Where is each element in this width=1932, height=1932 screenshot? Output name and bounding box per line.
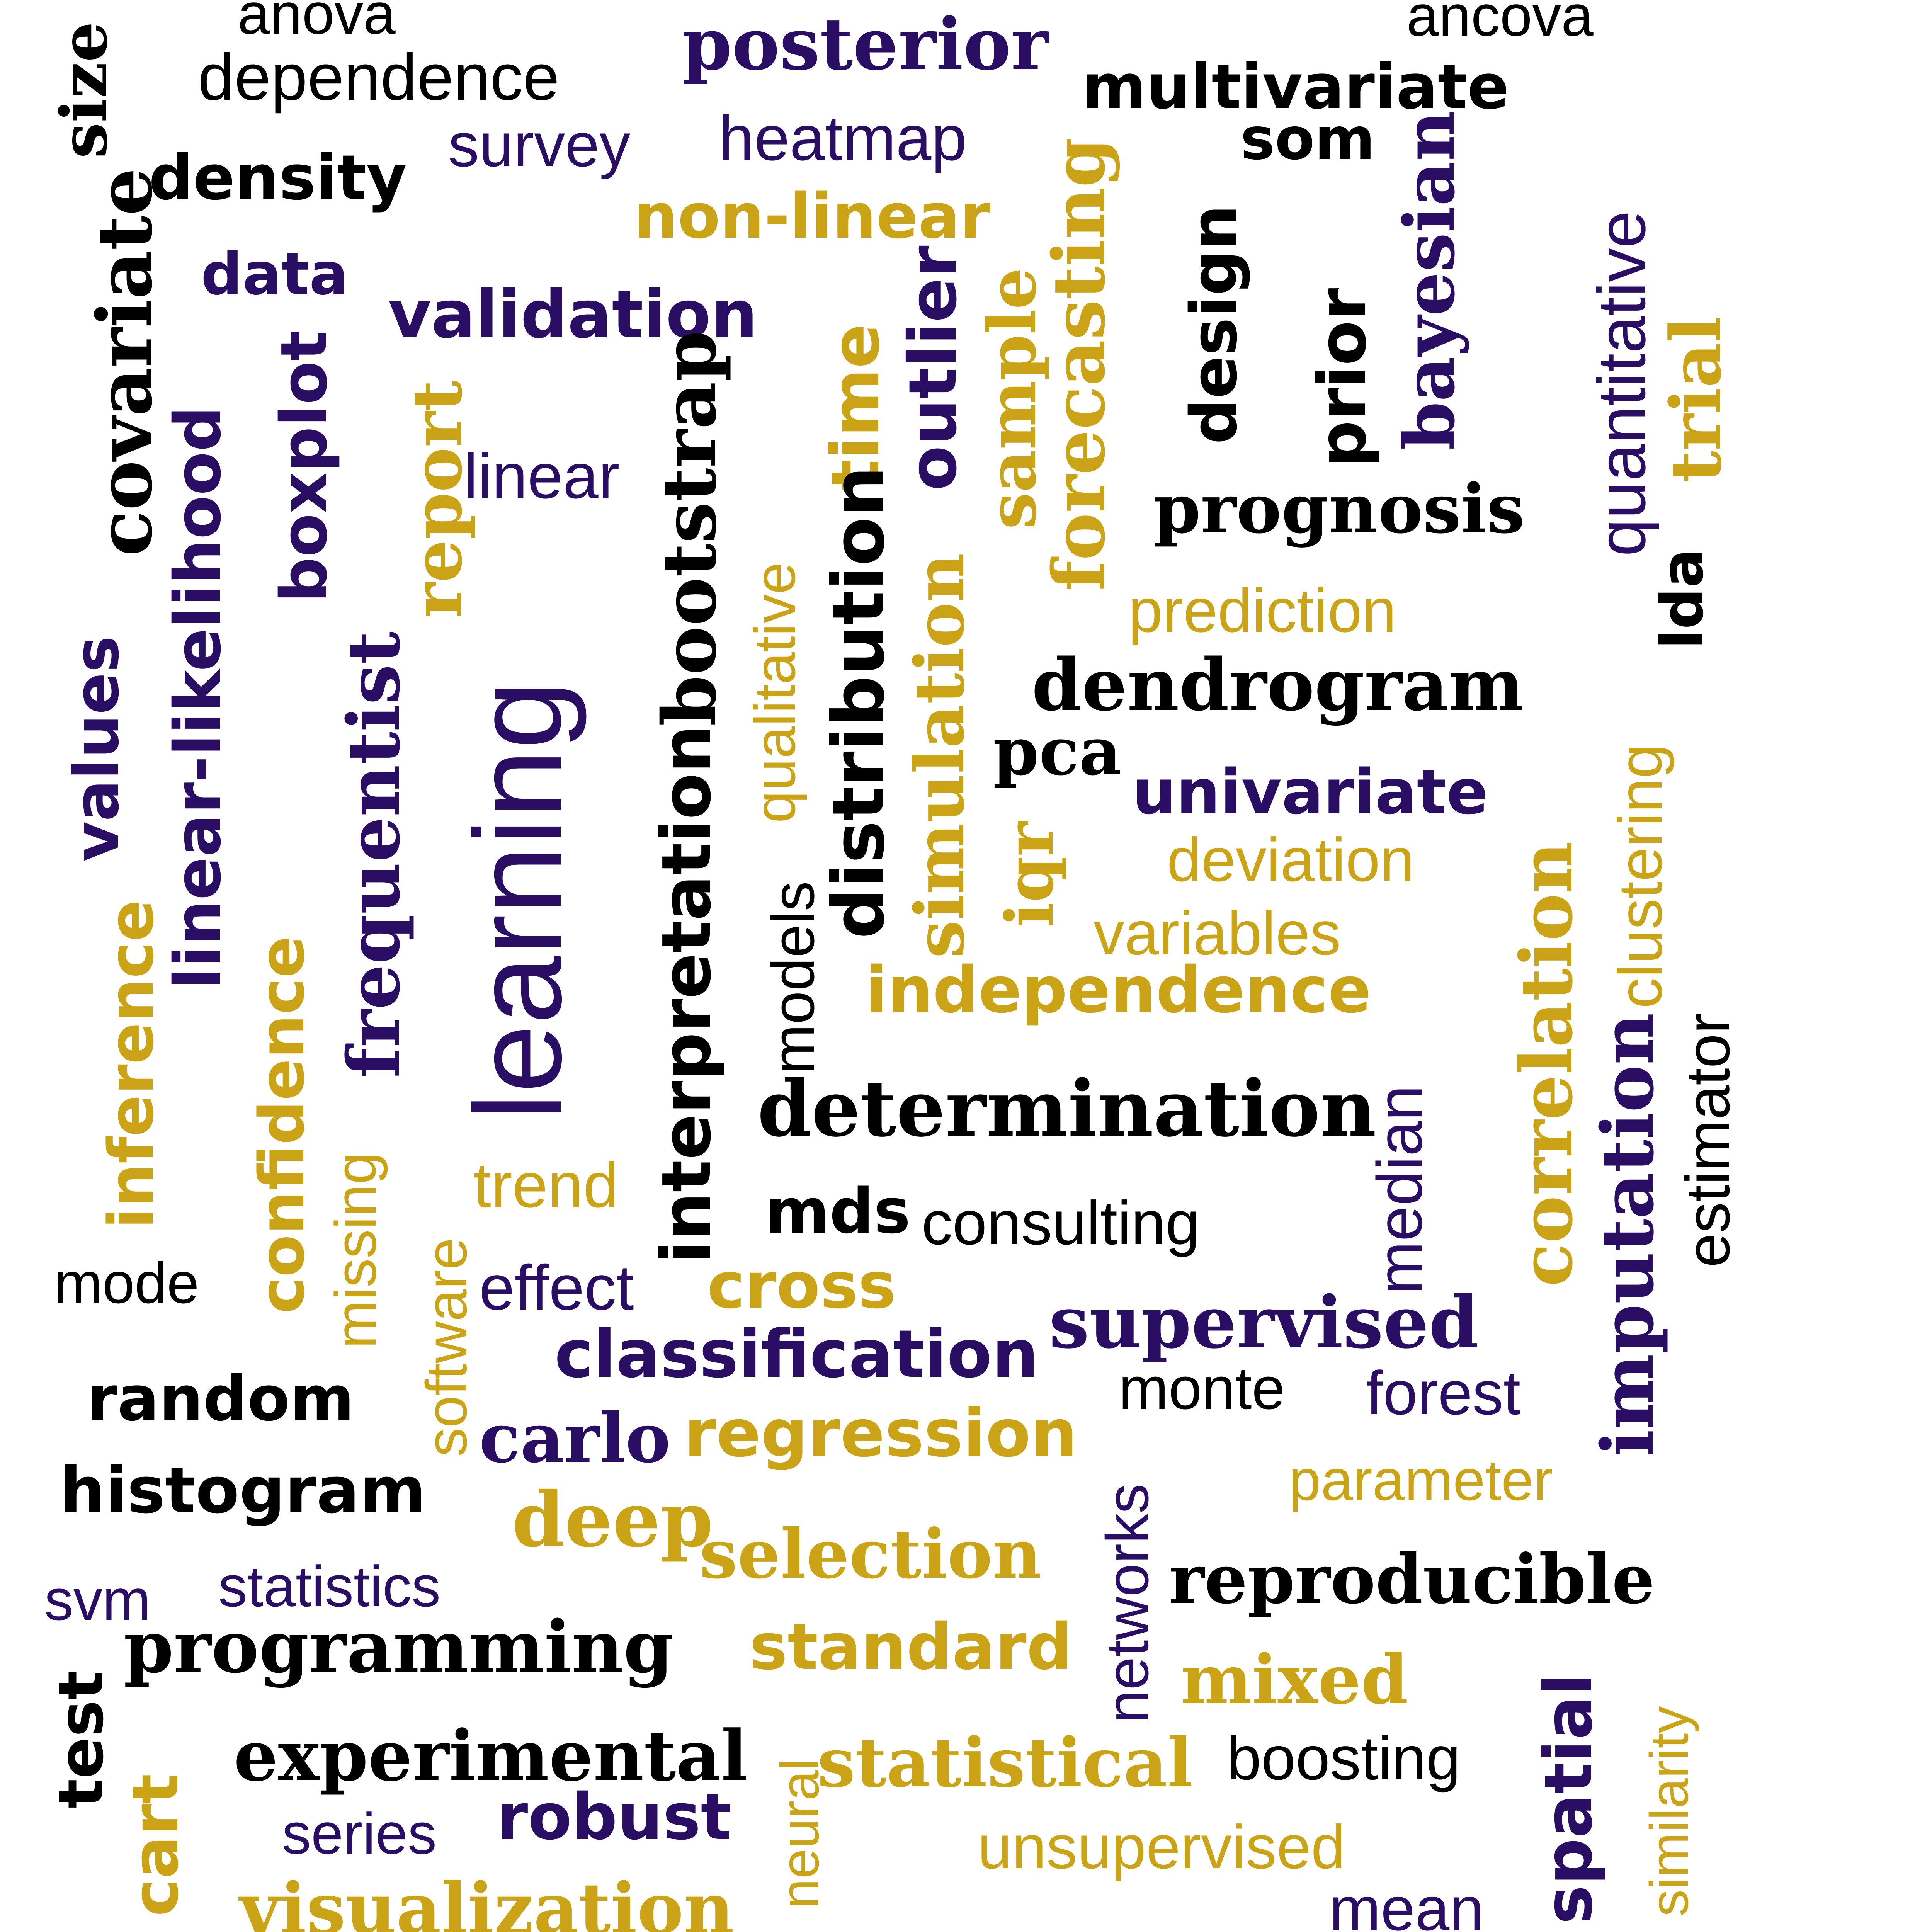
word-validation: validation <box>388 277 758 353</box>
word-ancova: ancova <box>1406 0 1594 48</box>
word-density: density <box>149 141 407 214</box>
word-test: test <box>45 1670 117 1808</box>
word-boosting: boosting <box>1227 1723 1461 1793</box>
word-prior: prior <box>1304 288 1381 468</box>
word-experimental: experimental <box>234 1715 748 1797</box>
word-trial: trial <box>1655 316 1737 483</box>
word-software: software <box>414 1238 479 1457</box>
word-distribution: distribution <box>817 466 900 939</box>
word-multivariate: multivariate <box>1082 51 1509 123</box>
word-networks: networks <box>1094 1483 1161 1723</box>
word-values: values <box>60 636 133 862</box>
word-mixed: mixed <box>1180 1640 1408 1719</box>
word-median: median <box>1364 1085 1435 1294</box>
word-heatmap: heatmap <box>719 102 967 173</box>
word-mds: mds <box>765 1175 911 1247</box>
word-parameter: parameter <box>1289 1447 1553 1512</box>
word-dendrogram: dendrogram <box>1032 643 1524 727</box>
word-cart: cart <box>118 1774 192 1917</box>
word-spatial: spatial <box>1531 1673 1607 1924</box>
word-pca: pca <box>993 713 1122 790</box>
word-carlo: carlo <box>479 1399 671 1478</box>
word-reproducible: reproducible <box>1169 1540 1655 1619</box>
word-sample: sample <box>974 267 1051 529</box>
word-imputation: imputation <box>1585 1013 1670 1457</box>
word-confidence: confidence <box>246 936 318 1314</box>
word-variables: variables <box>1094 898 1341 968</box>
word-models: models <box>760 881 827 1074</box>
word-mean: mean <box>1329 1874 1484 1932</box>
word-visualization: visualization <box>240 1868 734 1932</box>
word-regression: regression <box>684 1395 1078 1472</box>
word-data: data <box>201 241 349 308</box>
word-series: series <box>282 1801 437 1866</box>
word-statistics: statistics <box>218 1554 441 1619</box>
word-similarity: similarity <box>1639 1706 1699 1917</box>
word-boxplot: boxplot <box>267 330 341 603</box>
word-monte: monte <box>1119 1355 1285 1422</box>
word-forecasting: forecasting <box>1037 137 1121 591</box>
word-missing: missing <box>323 1152 388 1349</box>
word-iqr: iqr <box>991 821 1068 927</box>
word-supervised: supervised <box>1049 1280 1479 1364</box>
word-programming: programming <box>124 1605 673 1689</box>
word-linear: linear <box>464 440 620 512</box>
word-non-linear: non-linear <box>634 180 991 252</box>
word-prognosis: prognosis <box>1153 469 1525 549</box>
word-selection: selection <box>699 1515 1042 1594</box>
word-lda: lda <box>1649 548 1716 649</box>
word-cross: cross <box>707 1248 896 1323</box>
word-random: random <box>87 1362 354 1435</box>
word-interpretation: interpretation <box>648 725 726 1264</box>
word-inference: inference <box>95 900 167 1229</box>
word-bayesian: bayesian <box>1389 111 1470 450</box>
word-standard: standard <box>750 1610 1072 1684</box>
word-histogram: histogram <box>60 1453 426 1527</box>
word-covariate: covariate <box>80 168 169 556</box>
word-robust: robust <box>497 1780 731 1854</box>
word-quantitative: quantitative <box>1584 210 1660 556</box>
word-prediction: prediction <box>1128 576 1396 645</box>
word-effect: effect <box>479 1252 634 1323</box>
word-classification: classification <box>554 1316 1039 1393</box>
word-svm: svm <box>44 1567 151 1632</box>
word-consulting: consulting <box>922 1188 1200 1257</box>
word-statistical: statistical <box>817 1723 1193 1803</box>
word-clustering: clustering <box>1605 744 1675 1009</box>
word-bootstrap: bootstrap <box>646 330 733 726</box>
word-frequentist: frequentist <box>332 631 416 1078</box>
word-trend: trend <box>473 1150 619 1221</box>
word-estimator: estimator <box>1673 1013 1742 1267</box>
word-som: som <box>1240 105 1375 173</box>
word-survey: survey <box>448 110 631 179</box>
word-deep: deep <box>512 1475 713 1564</box>
word-determination: determination <box>757 1063 1376 1154</box>
word-deviation: deviation <box>1167 825 1415 894</box>
word-independence: independence <box>866 953 1371 1027</box>
word-forest: forest <box>1366 1358 1521 1427</box>
word-outlier: outlier <box>895 245 971 491</box>
word-mode: mode <box>54 1250 199 1315</box>
word-posterior: posterior <box>682 2 1049 86</box>
word-simulation: simulation <box>900 553 980 958</box>
word-univariate: univariate <box>1132 756 1488 828</box>
word-dependence: dependence <box>198 41 560 114</box>
word-unsupervised: unsupervised <box>978 1812 1345 1881</box>
word-size: size <box>46 21 121 158</box>
word-linear-likelihood: linear-likelihood <box>161 406 235 989</box>
word-learning: learning <box>449 680 587 1121</box>
word-report: report <box>398 380 477 618</box>
word-anova: anova <box>238 0 396 46</box>
word-correlation: correlation <box>1504 841 1588 1287</box>
word-design: design <box>1177 204 1251 444</box>
word-qualitative: qualitative <box>742 562 807 823</box>
